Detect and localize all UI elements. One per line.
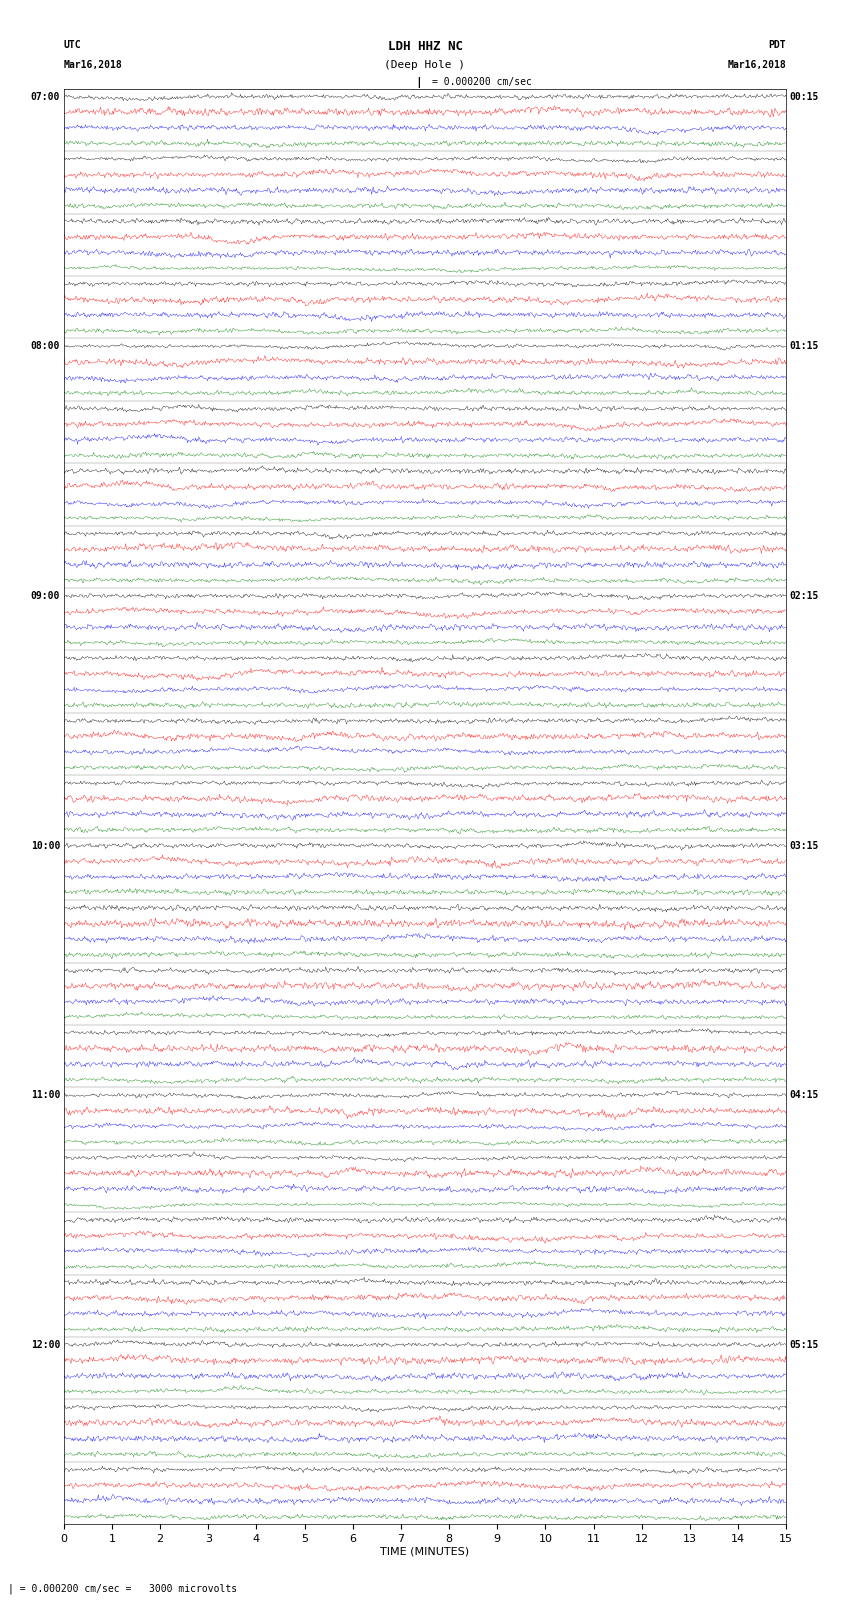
Text: 01:15: 01:15 — [790, 342, 819, 352]
Text: |: | — [415, 77, 422, 89]
Text: LDH HHZ NC: LDH HHZ NC — [388, 40, 462, 53]
Text: | = 0.000200 cm/sec =   3000 microvolts: | = 0.000200 cm/sec = 3000 microvolts — [8, 1582, 238, 1594]
Text: 08:00: 08:00 — [31, 342, 60, 352]
Text: 05:15: 05:15 — [790, 1340, 819, 1350]
Text: UTC: UTC — [64, 40, 82, 50]
Text: 12:00: 12:00 — [31, 1340, 60, 1350]
Text: 11:00: 11:00 — [31, 1090, 60, 1100]
Text: 10:00: 10:00 — [31, 840, 60, 850]
Text: PDT: PDT — [768, 40, 786, 50]
Text: 07:00: 07:00 — [31, 92, 60, 102]
Text: (Deep Hole ): (Deep Hole ) — [384, 60, 466, 69]
Text: 02:15: 02:15 — [790, 590, 819, 602]
Text: 09:00: 09:00 — [31, 590, 60, 602]
Text: Mar16,2018: Mar16,2018 — [64, 60, 122, 69]
X-axis label: TIME (MINUTES): TIME (MINUTES) — [381, 1547, 469, 1557]
Text: 00:15: 00:15 — [790, 92, 819, 102]
Text: = 0.000200 cm/sec: = 0.000200 cm/sec — [432, 77, 532, 87]
Text: Mar16,2018: Mar16,2018 — [728, 60, 786, 69]
Text: 04:15: 04:15 — [790, 1090, 819, 1100]
Text: 03:15: 03:15 — [790, 840, 819, 850]
